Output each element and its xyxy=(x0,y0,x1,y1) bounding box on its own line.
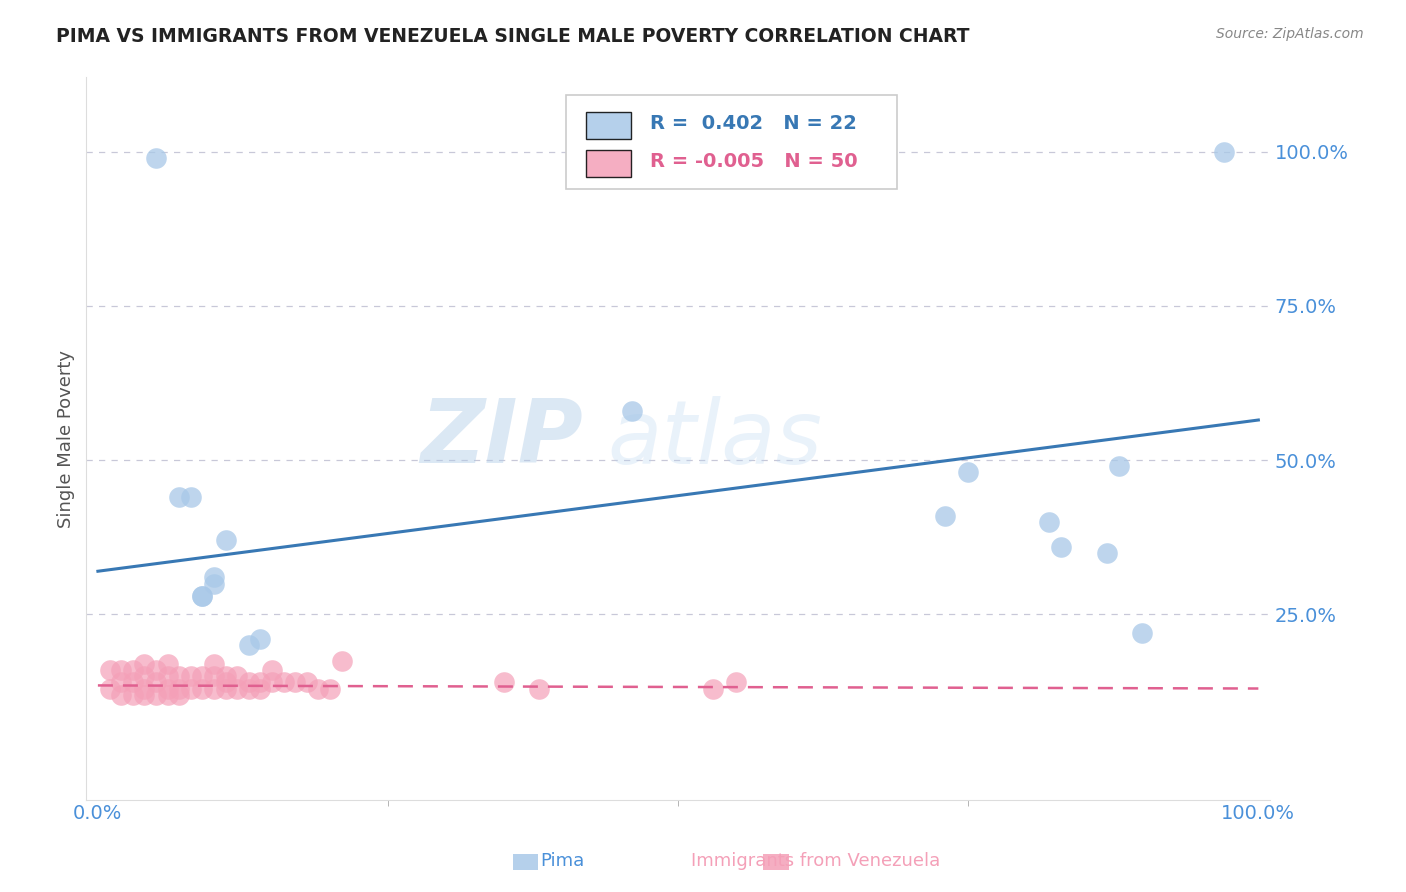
Point xyxy=(156,688,179,702)
Point xyxy=(1108,459,1130,474)
Point xyxy=(110,663,132,677)
Point xyxy=(273,675,295,690)
Text: R =  0.402   N = 22: R = 0.402 N = 22 xyxy=(650,114,856,133)
Point xyxy=(156,669,179,683)
Point xyxy=(191,669,214,683)
Point xyxy=(180,490,202,504)
Point xyxy=(145,688,167,702)
Point xyxy=(1130,626,1153,640)
Point xyxy=(156,657,179,671)
Point xyxy=(134,669,156,683)
Text: atlas: atlas xyxy=(607,395,823,482)
Point xyxy=(98,663,121,677)
Bar xyxy=(763,854,789,870)
Point xyxy=(167,490,190,504)
Point xyxy=(145,151,167,165)
Point xyxy=(214,675,236,690)
Point xyxy=(180,681,202,696)
Point xyxy=(110,688,132,702)
Point xyxy=(191,589,214,603)
Point xyxy=(249,632,271,647)
Point xyxy=(214,533,236,548)
Point xyxy=(527,681,550,696)
Point xyxy=(238,681,260,696)
Point xyxy=(330,654,353,668)
Point xyxy=(180,669,202,683)
Point xyxy=(156,681,179,696)
Point xyxy=(226,669,249,683)
Text: ZIP: ZIP xyxy=(420,395,583,482)
FancyBboxPatch shape xyxy=(586,112,631,139)
Point xyxy=(167,681,190,696)
Point xyxy=(1038,515,1060,529)
Point xyxy=(121,663,143,677)
Y-axis label: Single Male Poverty: Single Male Poverty xyxy=(58,350,75,527)
Point xyxy=(191,681,214,696)
Point xyxy=(134,657,156,671)
Point xyxy=(238,675,260,690)
Point xyxy=(1212,145,1234,159)
Point xyxy=(238,638,260,652)
Point xyxy=(260,675,283,690)
Point xyxy=(191,589,214,603)
Point xyxy=(202,570,225,584)
Point xyxy=(167,688,190,702)
Point xyxy=(202,576,225,591)
Point xyxy=(284,675,307,690)
Bar xyxy=(513,854,538,870)
Point xyxy=(134,681,156,696)
Point xyxy=(202,669,225,683)
Point xyxy=(145,663,167,677)
Point xyxy=(121,688,143,702)
Point xyxy=(1050,540,1073,554)
Point xyxy=(295,675,318,690)
Point xyxy=(620,403,643,417)
Point xyxy=(121,675,143,690)
Point xyxy=(725,675,748,690)
Point xyxy=(249,675,271,690)
Point xyxy=(110,675,132,690)
Point xyxy=(249,681,271,696)
Point xyxy=(214,681,236,696)
Point xyxy=(145,675,167,690)
Point xyxy=(167,669,190,683)
Point xyxy=(307,681,329,696)
Text: Immigrants from Venezuela: Immigrants from Venezuela xyxy=(690,852,941,870)
Point xyxy=(226,681,249,696)
Point xyxy=(260,663,283,677)
FancyBboxPatch shape xyxy=(565,95,897,189)
Point xyxy=(202,681,225,696)
Point xyxy=(702,681,724,696)
Point xyxy=(202,657,225,671)
Point xyxy=(494,675,516,690)
Text: Source: ZipAtlas.com: Source: ZipAtlas.com xyxy=(1216,27,1364,41)
Text: R = -0.005   N = 50: R = -0.005 N = 50 xyxy=(650,152,858,171)
Point xyxy=(134,688,156,702)
FancyBboxPatch shape xyxy=(586,150,631,178)
Point xyxy=(1097,546,1119,560)
Point xyxy=(957,466,980,480)
Text: PIMA VS IMMIGRANTS FROM VENEZUELA SINGLE MALE POVERTY CORRELATION CHART: PIMA VS IMMIGRANTS FROM VENEZUELA SINGLE… xyxy=(56,27,970,45)
Point xyxy=(319,681,342,696)
Point xyxy=(98,681,121,696)
Point xyxy=(214,669,236,683)
Point xyxy=(934,508,956,523)
Text: Pima: Pima xyxy=(540,852,585,870)
